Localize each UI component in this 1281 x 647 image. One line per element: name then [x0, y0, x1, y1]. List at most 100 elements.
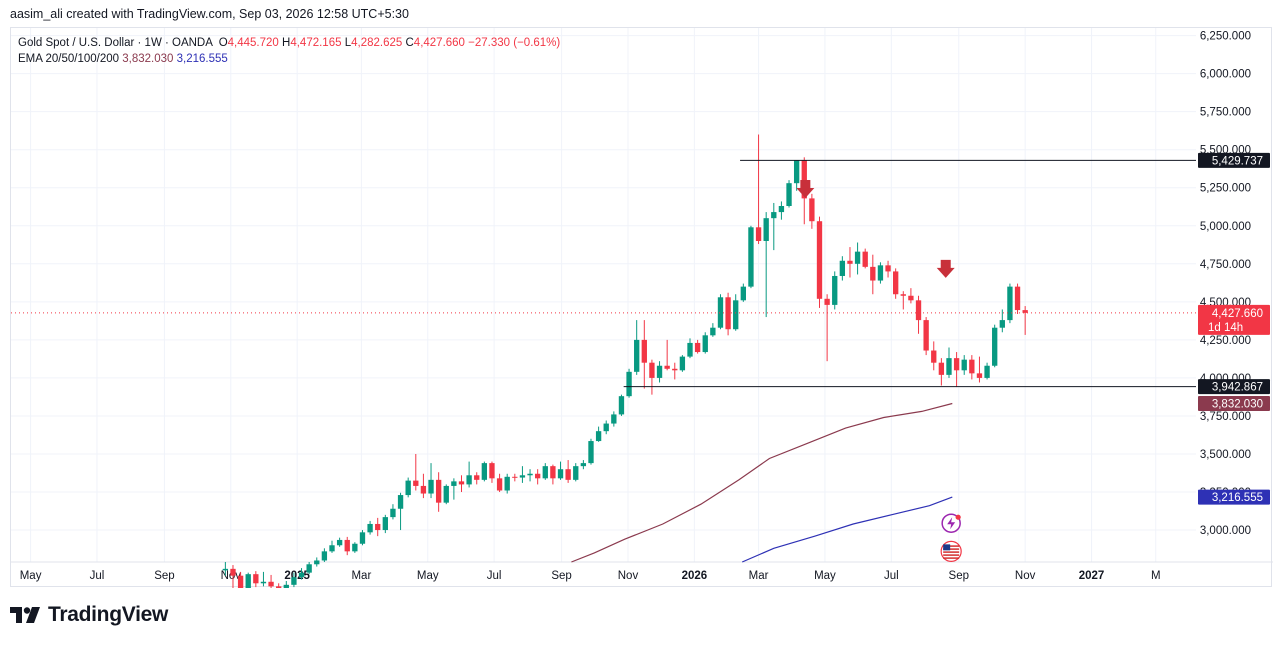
candle-body — [474, 475, 480, 480]
candle — [382, 514, 388, 534]
candle-body — [435, 479, 442, 503]
candle — [976, 356, 983, 383]
candle — [786, 180, 792, 208]
candle — [375, 517, 381, 537]
candle — [702, 332, 708, 354]
price-axis-tick-label: 3,000.000 — [1200, 525, 1251, 537]
candle — [778, 201, 785, 220]
candle-body — [755, 227, 762, 241]
candle — [900, 291, 906, 310]
candle-body — [839, 260, 846, 276]
candle-body — [451, 481, 457, 486]
close-key: C — [405, 37, 414, 49]
candle — [550, 464, 556, 485]
candle — [413, 453, 419, 491]
candle — [923, 317, 929, 356]
time-axis-tick-label: Nov — [1015, 570, 1036, 582]
candle-body — [489, 463, 495, 479]
candle-body — [519, 475, 526, 478]
candle-body — [237, 575, 244, 588]
candle — [816, 216, 823, 308]
candle — [306, 562, 312, 575]
candle-body — [847, 260, 853, 264]
flag-icon-stripe — [943, 545, 960, 547]
candle — [230, 565, 236, 588]
ema-a-value: 3,832.030 — [122, 53, 174, 65]
candle — [832, 271, 838, 310]
candle — [862, 248, 868, 269]
candle-body — [938, 362, 945, 375]
time-axis-tick-label: Mar — [749, 570, 769, 582]
candle-body — [557, 469, 564, 479]
candle-body — [428, 479, 434, 494]
time-axis-tick-label: 2026 — [682, 570, 708, 582]
candle — [687, 338, 693, 359]
candle-body — [969, 359, 975, 374]
candle — [649, 359, 655, 395]
candle — [664, 339, 670, 371]
candle — [428, 463, 434, 499]
candle-body — [298, 572, 305, 578]
tradingview-logo[interactable]: TradingView — [10, 603, 168, 627]
candle-body — [245, 574, 251, 588]
candle — [603, 420, 609, 435]
chart-frame[interactable]: May Jul Sep Nov 2025 Mar May Jul Sep Nov 2026 Mar Ma… — [10, 27, 1273, 588]
candle-body — [793, 160, 800, 184]
price-chart[interactable]: May Jul Sep Nov 2025 Mar May Jul Sep Nov 2026 Mar Ma… — [11, 28, 1273, 588]
candle-body — [1022, 310, 1028, 313]
candle-body — [390, 508, 396, 518]
candle-body — [550, 466, 556, 479]
candle — [618, 394, 625, 416]
candle — [390, 504, 396, 520]
symbol-label[interactable]: Gold Spot / U.S. Dollar · 1W · OANDA — [18, 37, 213, 49]
flag-icon-stripe — [943, 548, 960, 550]
candle — [992, 324, 998, 368]
candle-body — [672, 368, 678, 371]
ema-line-ema_a — [571, 402, 953, 563]
time-axis-tick-label: M — [1151, 570, 1161, 582]
ema-a-badge: 3,832.030 — [1198, 395, 1270, 411]
candle-body — [679, 356, 686, 371]
candle-body — [565, 469, 571, 480]
candle-body — [946, 358, 952, 375]
candle — [580, 460, 587, 470]
candle-body — [634, 339, 640, 372]
candle-body — [664, 365, 670, 369]
candle — [908, 288, 914, 304]
candle-body — [542, 466, 548, 479]
candle-body — [824, 298, 830, 305]
lightning-icon — [941, 513, 961, 533]
candle — [260, 571, 267, 587]
change-value: −27.330 (−0.61%) — [468, 37, 561, 49]
candle-body — [611, 414, 617, 424]
us-flag-icon — [940, 540, 962, 562]
open-value: 4,445.720 — [227, 37, 279, 49]
candle-body — [496, 478, 503, 491]
candle-body — [786, 183, 792, 206]
candle-body — [336, 539, 343, 546]
candle-body — [306, 564, 312, 573]
candle — [298, 568, 305, 580]
lightning-icon-dot — [955, 514, 961, 520]
candle-body — [733, 300, 739, 330]
price-axis-tick-label: 5,250.000 — [1200, 183, 1251, 195]
candle — [634, 320, 640, 375]
horizontal-level-badge-text: 5,429.737 — [1212, 155, 1263, 167]
price-axis-tick-label: 3,500.000 — [1200, 449, 1251, 461]
time-axis-tick-label: 2027 — [1079, 570, 1105, 582]
time-axis-tick-label: May — [417, 570, 439, 582]
candle — [710, 323, 716, 337]
candle-body — [382, 517, 388, 531]
candle — [595, 426, 602, 442]
ema-label[interactable]: EMA 20/50/100/200 — [18, 53, 120, 65]
tradingview-logo-icon — [10, 607, 40, 623]
high-key: H — [282, 37, 291, 49]
time-axis-tick-label: Jul — [487, 570, 502, 582]
candle — [938, 358, 945, 386]
candle-body — [268, 581, 274, 587]
candle-body — [900, 294, 906, 296]
price-axis-tick-label: 6,000.000 — [1200, 69, 1251, 81]
lightning-icon-bolt — [947, 517, 956, 530]
candle — [405, 477, 411, 498]
attribution-text: aasim_ali created with TradingView.com, … — [10, 7, 409, 21]
